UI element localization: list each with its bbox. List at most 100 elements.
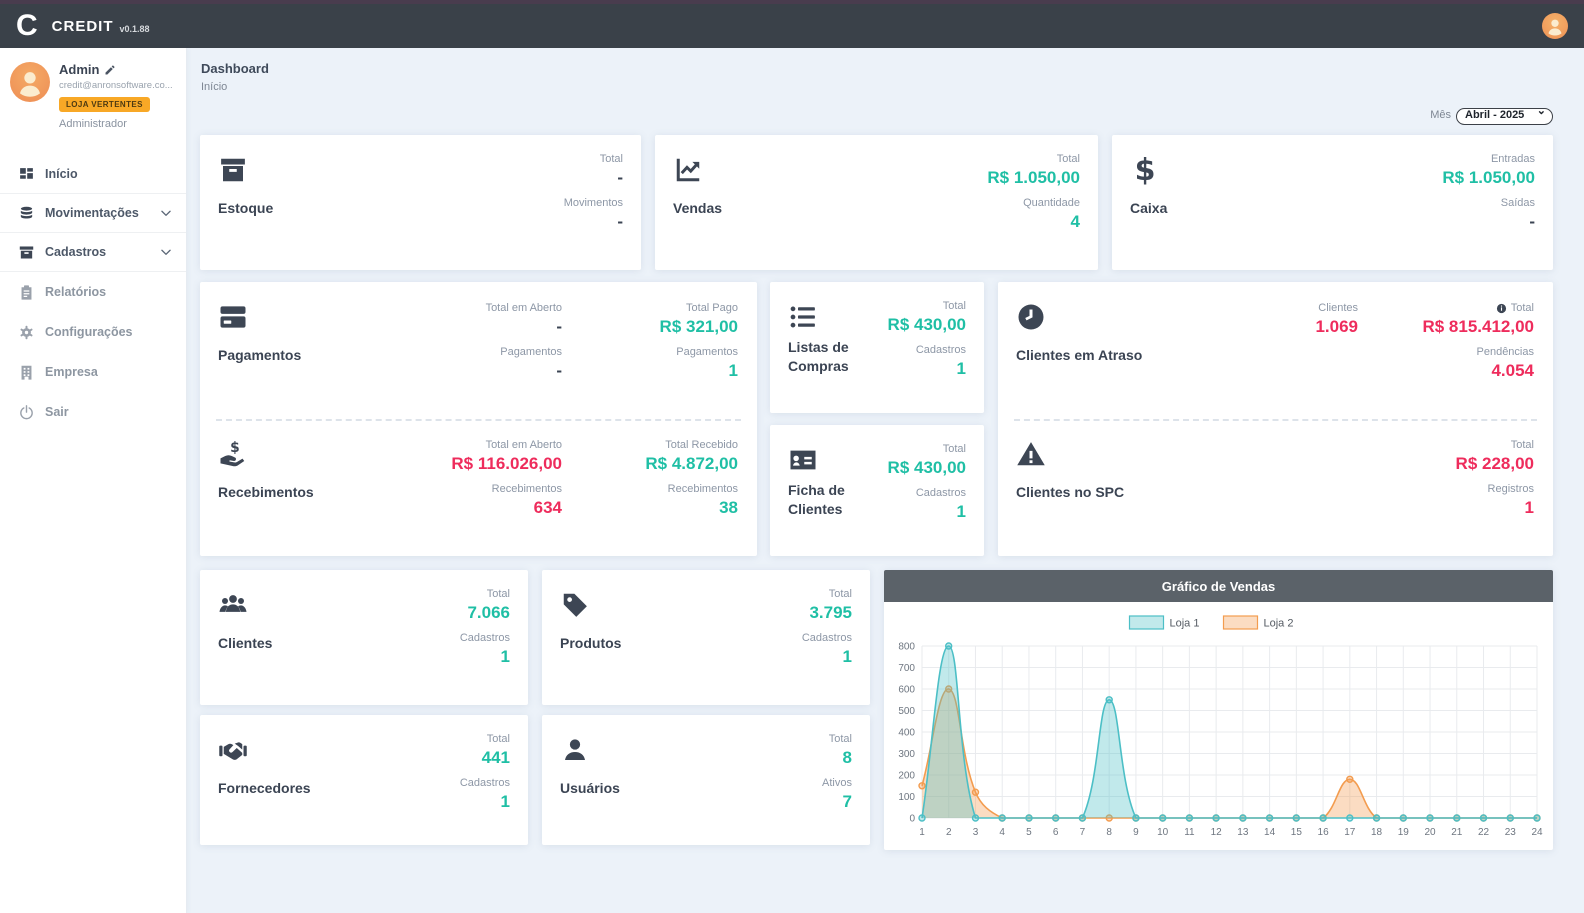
svg-text:200: 200 (898, 771, 915, 782)
svg-text:17: 17 (1344, 827, 1356, 838)
edit-profile-icon[interactable] (104, 64, 116, 76)
svg-text:4: 4 (999, 827, 1005, 838)
stat-value: - (617, 168, 623, 187)
stat: Total em Aberto R$ 116.026,00 (451, 439, 562, 473)
card-title: Listas de Compras (788, 339, 849, 374)
sidebar-item-inicio[interactable]: Início (0, 154, 186, 194)
card-atraso-spc: Clientes em Atraso Clientes 1.069 Total R… (998, 282, 1553, 556)
stat: Entradas R$ 1.050,00 (1442, 153, 1535, 187)
stat: Cadastros 1 (888, 487, 966, 522)
handshake-icon (218, 735, 248, 765)
svg-text:23: 23 (1505, 827, 1517, 838)
stat-value: 8 (842, 748, 852, 767)
stat-value: - (1529, 212, 1535, 231)
sidebar: Admin credit@anronsoftware.co... LOJA VE… (0, 48, 187, 913)
card-title: Recebimentos (218, 484, 314, 500)
section-pagamentos: Pagamentos Total em Aberto - Pagamentos - … (200, 282, 757, 419)
clipboard-icon (18, 284, 35, 301)
sidebar-item-movimentacoes[interactable]: Movimentações (0, 193, 186, 233)
gear-icon (18, 324, 35, 341)
user-avatar[interactable] (1542, 13, 1568, 39)
svg-text:18: 18 (1371, 827, 1383, 838)
list-icon (788, 302, 818, 332)
stat: Total 8 (822, 733, 852, 768)
main-content: Dashboard Início Mês Abril - 2025 Estoqu… (187, 48, 1584, 913)
stat-value: R$ 4.872,00 (645, 454, 738, 473)
app-version: v0.1.88 (119, 24, 150, 34)
topbar: C CREDIT v0.1.88 (0, 4, 1584, 48)
sidebar-avatar[interactable] (10, 62, 50, 102)
sidebar-item-cadastros[interactable]: Cadastros (0, 232, 186, 272)
svg-text:300: 300 (898, 749, 915, 760)
month-select[interactable]: Abril - 2025 (1456, 107, 1553, 125)
sidebar-item-empresa[interactable]: Empresa (0, 352, 186, 392)
stat: Ativos 7 (822, 777, 852, 811)
stat-value: R$ 1.050,00 (1442, 168, 1535, 187)
sidebar-menu: Início Movimentações Cadastros Relatórios Co… (0, 154, 186, 432)
sidebar-item-label: Movimentações (45, 206, 139, 220)
stat-value: 38 (719, 498, 738, 517)
stat-value: - (617, 212, 623, 231)
database-icon (18, 205, 35, 222)
stat: Total em Aberto - (485, 302, 562, 336)
grid-icon (18, 166, 35, 183)
card-title: Caixa (1130, 200, 1168, 216)
card-fornecedores: Fornecedores Total 441 Cadastros 1 (200, 715, 528, 845)
section-clientes-atraso: Clientes em Atraso Clientes 1.069 Total R… (998, 282, 1553, 419)
svg-text:500: 500 (898, 706, 915, 717)
month-label: Mês (1430, 108, 1451, 121)
sidebar-item-relatorios[interactable]: Relatórios (0, 272, 186, 312)
svg-text:6: 6 (1053, 827, 1059, 838)
card-pagamentos-recebimentos: Pagamentos Total em Aberto - Pagamentos - … (200, 282, 757, 556)
stat: Saídas - (1442, 197, 1535, 232)
brand-name: CREDIT (51, 17, 114, 35)
stat: Total R$ 430,00 (887, 300, 966, 334)
card-title: Fornecedores (218, 780, 311, 796)
stat: Total R$ 1.050,00 (987, 153, 1080, 187)
svg-text:800: 800 (898, 642, 915, 653)
chart-title: Gráfico de Vendas (884, 570, 1553, 602)
sidebar-item-sair[interactable]: Sair (0, 392, 186, 432)
info-icon[interactable] (1496, 303, 1507, 314)
stat: Total Recebido R$ 4.872,00 (645, 439, 738, 473)
stat-value: R$ 430,00 (887, 458, 966, 477)
svg-text:15: 15 (1291, 827, 1303, 838)
stat-value: 1.069 (1315, 317, 1358, 336)
stat: Total 441 (460, 733, 510, 768)
sidebar-item-configuracoes[interactable]: Configurações (0, 312, 186, 352)
svg-text:10: 10 (1157, 827, 1169, 838)
hand-dollar-icon: $ (218, 439, 248, 469)
section-clientes-spc: Clientes no SPC Total R$ 228,00 Registros… (998, 419, 1553, 556)
stat-value: 4.054 (1491, 361, 1534, 380)
stat-value: 634 (533, 498, 562, 517)
card-title: Produtos (560, 635, 622, 651)
stat-value: 1 (500, 792, 510, 811)
stat: Recebimentos 38 (645, 483, 738, 518)
id-card-icon (788, 445, 818, 475)
stat-value: R$ 815.412,00 (1422, 317, 1534, 336)
stat-value: 4 (1070, 212, 1080, 231)
svg-text:1: 1 (919, 827, 925, 838)
user-icon (560, 735, 590, 765)
warning-icon (1016, 439, 1046, 469)
stat: Cadastros 1 (459, 777, 510, 811)
user-role: Administrador (59, 118, 127, 130)
card-caixa: $ Caixa Entradas R$ 1.050,00 Saídas - (1112, 135, 1553, 270)
svg-text:19: 19 (1398, 827, 1410, 838)
dashed-divider (216, 419, 741, 421)
dollar-icon: $ (1130, 155, 1160, 185)
card-vendas: Vendas Total R$ 1.050,00 Quantidade 4 (655, 135, 1098, 270)
stat-value: R$ 116.026,00 (451, 454, 562, 473)
svg-text:20: 20 (1424, 827, 1436, 838)
sidebar-item-label: Sair (45, 405, 69, 419)
card-estoque: Estoque Total - Movimentos - (200, 135, 641, 270)
stat-value: 1 (956, 502, 966, 521)
sales-chart: 0 100 200 300 400 500 600 700 800 1 2 3 4 5 6 7 8 9 10 11 12… (884, 602, 1553, 850)
sidebar-item-label: Relatórios (45, 285, 107, 299)
card-title: Clientes (218, 635, 273, 651)
app-logo: C (16, 9, 38, 42)
stat: Total R$ 228,00 (1455, 439, 1534, 473)
card-usuarios: Usuários Total 8 Ativos 7 (542, 715, 870, 845)
box-icon (218, 155, 248, 185)
chart-line-icon (673, 155, 703, 185)
